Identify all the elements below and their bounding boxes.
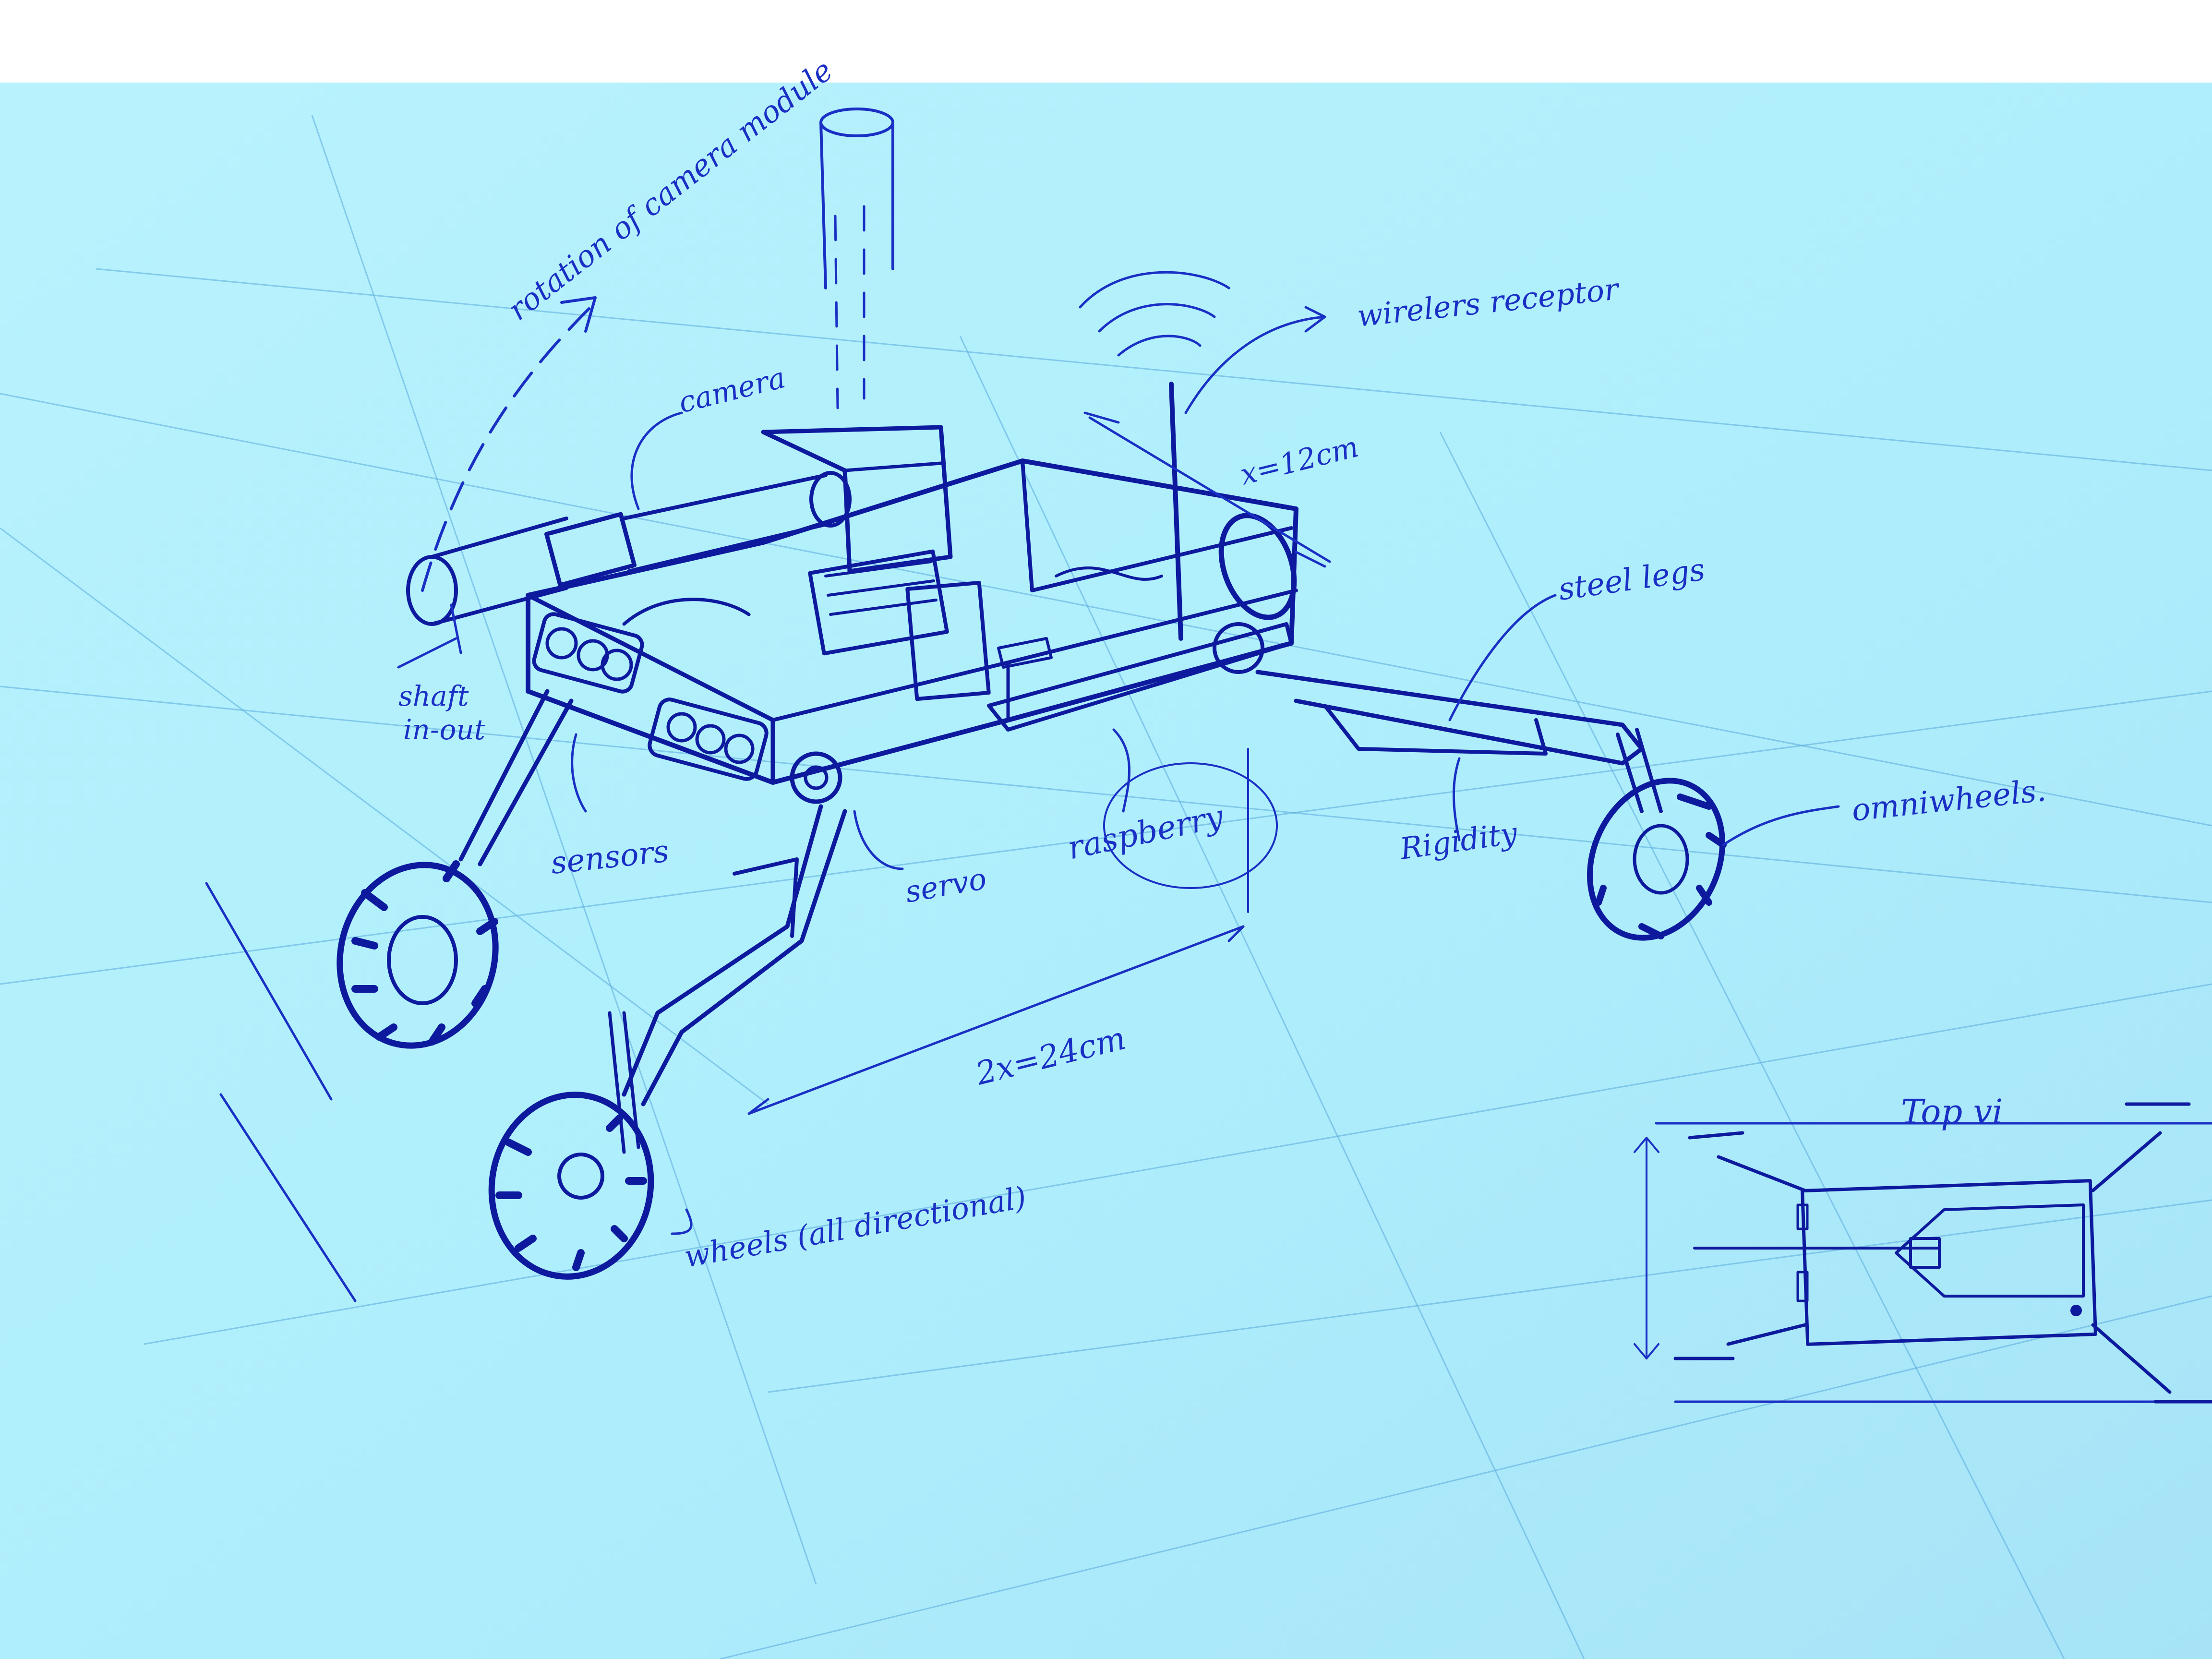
dimension-lines [205, 411, 1331, 1302]
chassis [526, 458, 1298, 804]
omniwheel-right [1587, 778, 1727, 941]
camera-mast [819, 108, 894, 409]
rear-right-wheel [1213, 513, 1297, 674]
wheel-left-front [488, 1092, 654, 1280]
left-legs [458, 689, 847, 1154]
label-shaft-in-out: in-out [403, 713, 486, 746]
antenna [1079, 271, 1230, 641]
paper-sheet [0, 83, 2212, 1659]
right-legs [1255, 670, 1663, 813]
perspective-grid [0, 115, 2212, 1659]
rotation-arc [421, 296, 597, 592]
top-margin [0, 0, 2212, 83]
top-view-drawing [1634, 1102, 2212, 1404]
label-top-view: Top vi [1901, 1092, 2003, 1131]
label-shaft: shaft [398, 680, 469, 712]
leader-lines [397, 306, 1840, 1235]
wheel-left-rear [337, 860, 499, 1049]
